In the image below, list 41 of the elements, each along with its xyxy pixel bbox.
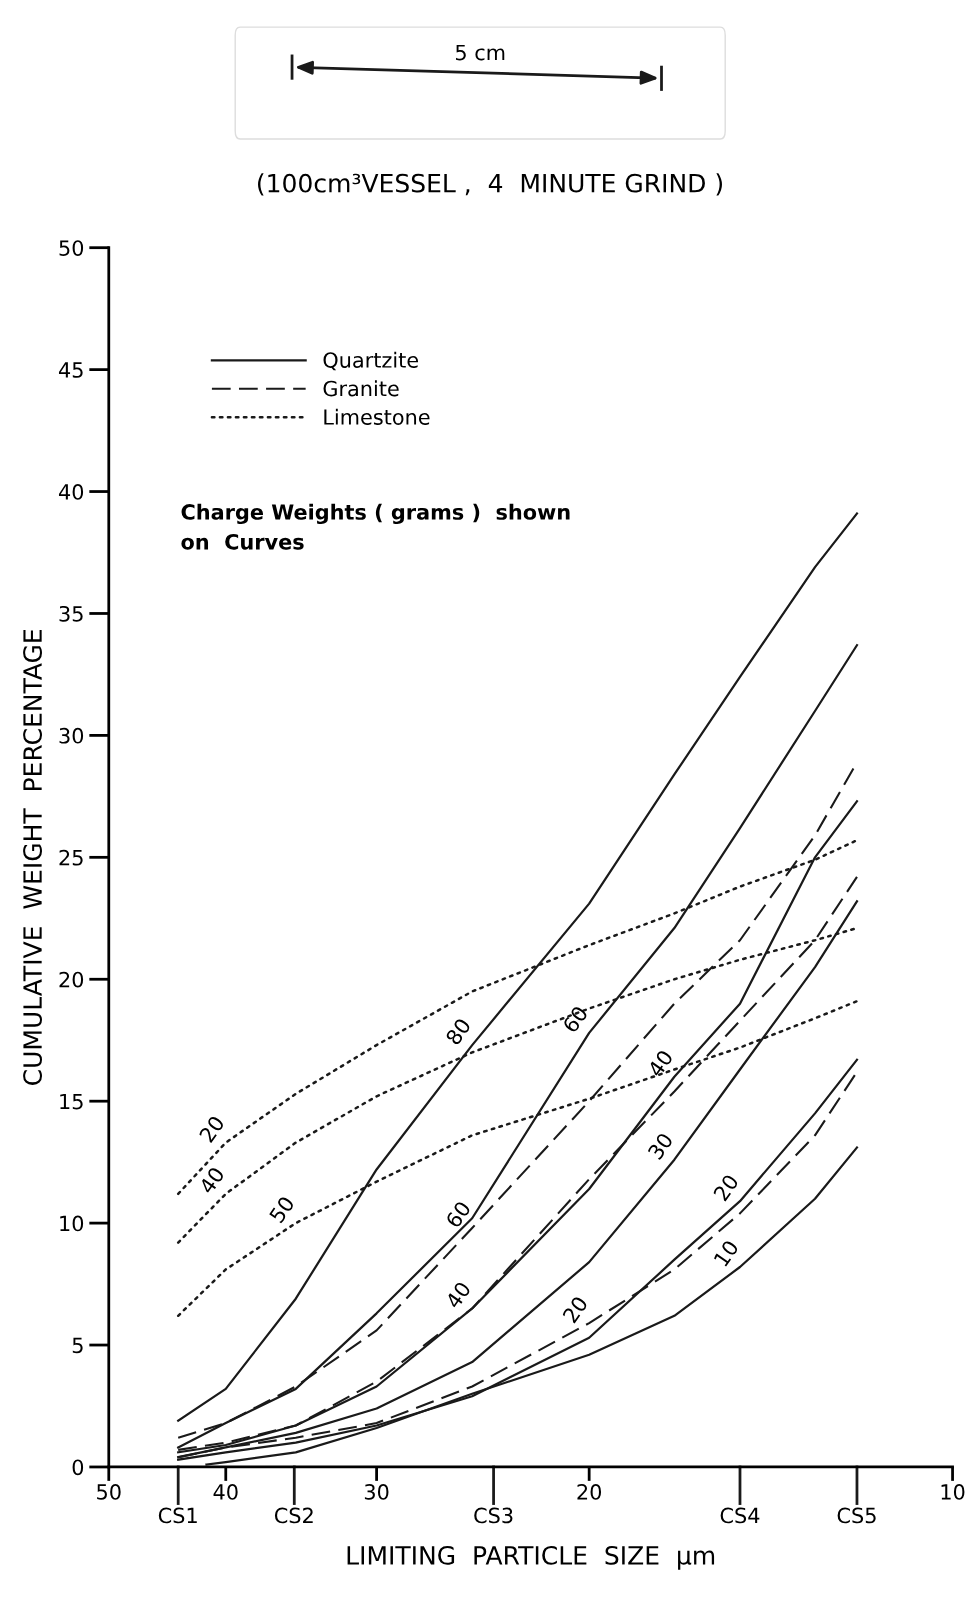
annotation: 20	[198, 1114, 226, 1144]
ref-line-label: CS5	[837, 1507, 876, 1524]
legend-label: Limestone	[324, 408, 430, 425]
x-tick-label: 10	[941, 1484, 965, 1500]
annotation: 40	[646, 1049, 674, 1078]
annotation: Charge Weights ( grams ) shown on Curves	[181, 503, 570, 550]
y-tick-label: 40	[58, 484, 84, 500]
x-tick-label: 30	[364, 1484, 389, 1500]
annotation: 50	[268, 1195, 296, 1224]
annotation: 10	[713, 1239, 740, 1267]
y-tick-label: 15	[60, 1093, 83, 1110]
x-tick-label: 40	[213, 1484, 238, 1500]
ref-line-label: CS4	[720, 1507, 760, 1524]
x-tick-label: 50	[97, 1484, 121, 1500]
annotation: 60	[561, 1005, 589, 1034]
y-axis-title: CUMULATIVE WEIGHT PERCENTAGE	[23, 629, 43, 1085]
annotation: 30	[647, 1131, 674, 1161]
x-tick-label: 20	[577, 1484, 602, 1500]
ref-line-label: CS1	[158, 1507, 197, 1524]
y-tick-label: 0	[72, 1459, 84, 1476]
annotation: 20	[561, 1295, 589, 1324]
ref-line-label: CS3	[474, 1507, 513, 1524]
annotation: 60	[444, 1200, 472, 1229]
annotation: 80	[444, 1017, 472, 1046]
legend-label: Granite	[323, 380, 399, 397]
text: 5 cm	[456, 44, 505, 61]
y-tick-label: 10	[60, 1215, 84, 1232]
y-tick-label: 25	[59, 849, 83, 866]
y-tick-label: 5	[72, 1337, 83, 1354]
annotation: 40	[444, 1280, 472, 1310]
y-tick-label: 30	[59, 727, 84, 744]
x-axis-title: LIMITING PARTICLE SIZE µm	[347, 1545, 715, 1570]
annotation: 20	[712, 1173, 740, 1202]
ref-line-label: CS2	[274, 1507, 313, 1524]
y-tick-label: 45	[58, 362, 83, 378]
legend-label: Quartzite	[323, 351, 419, 371]
y-tick-label: 35	[59, 605, 83, 622]
y-tick-label: 20	[59, 971, 84, 988]
annotation: 40	[198, 1166, 226, 1195]
chart-title: (100cm³VESSEL , 4 MINUTE GRIND )	[258, 173, 722, 196]
y-tick-label: 50	[59, 240, 84, 256]
